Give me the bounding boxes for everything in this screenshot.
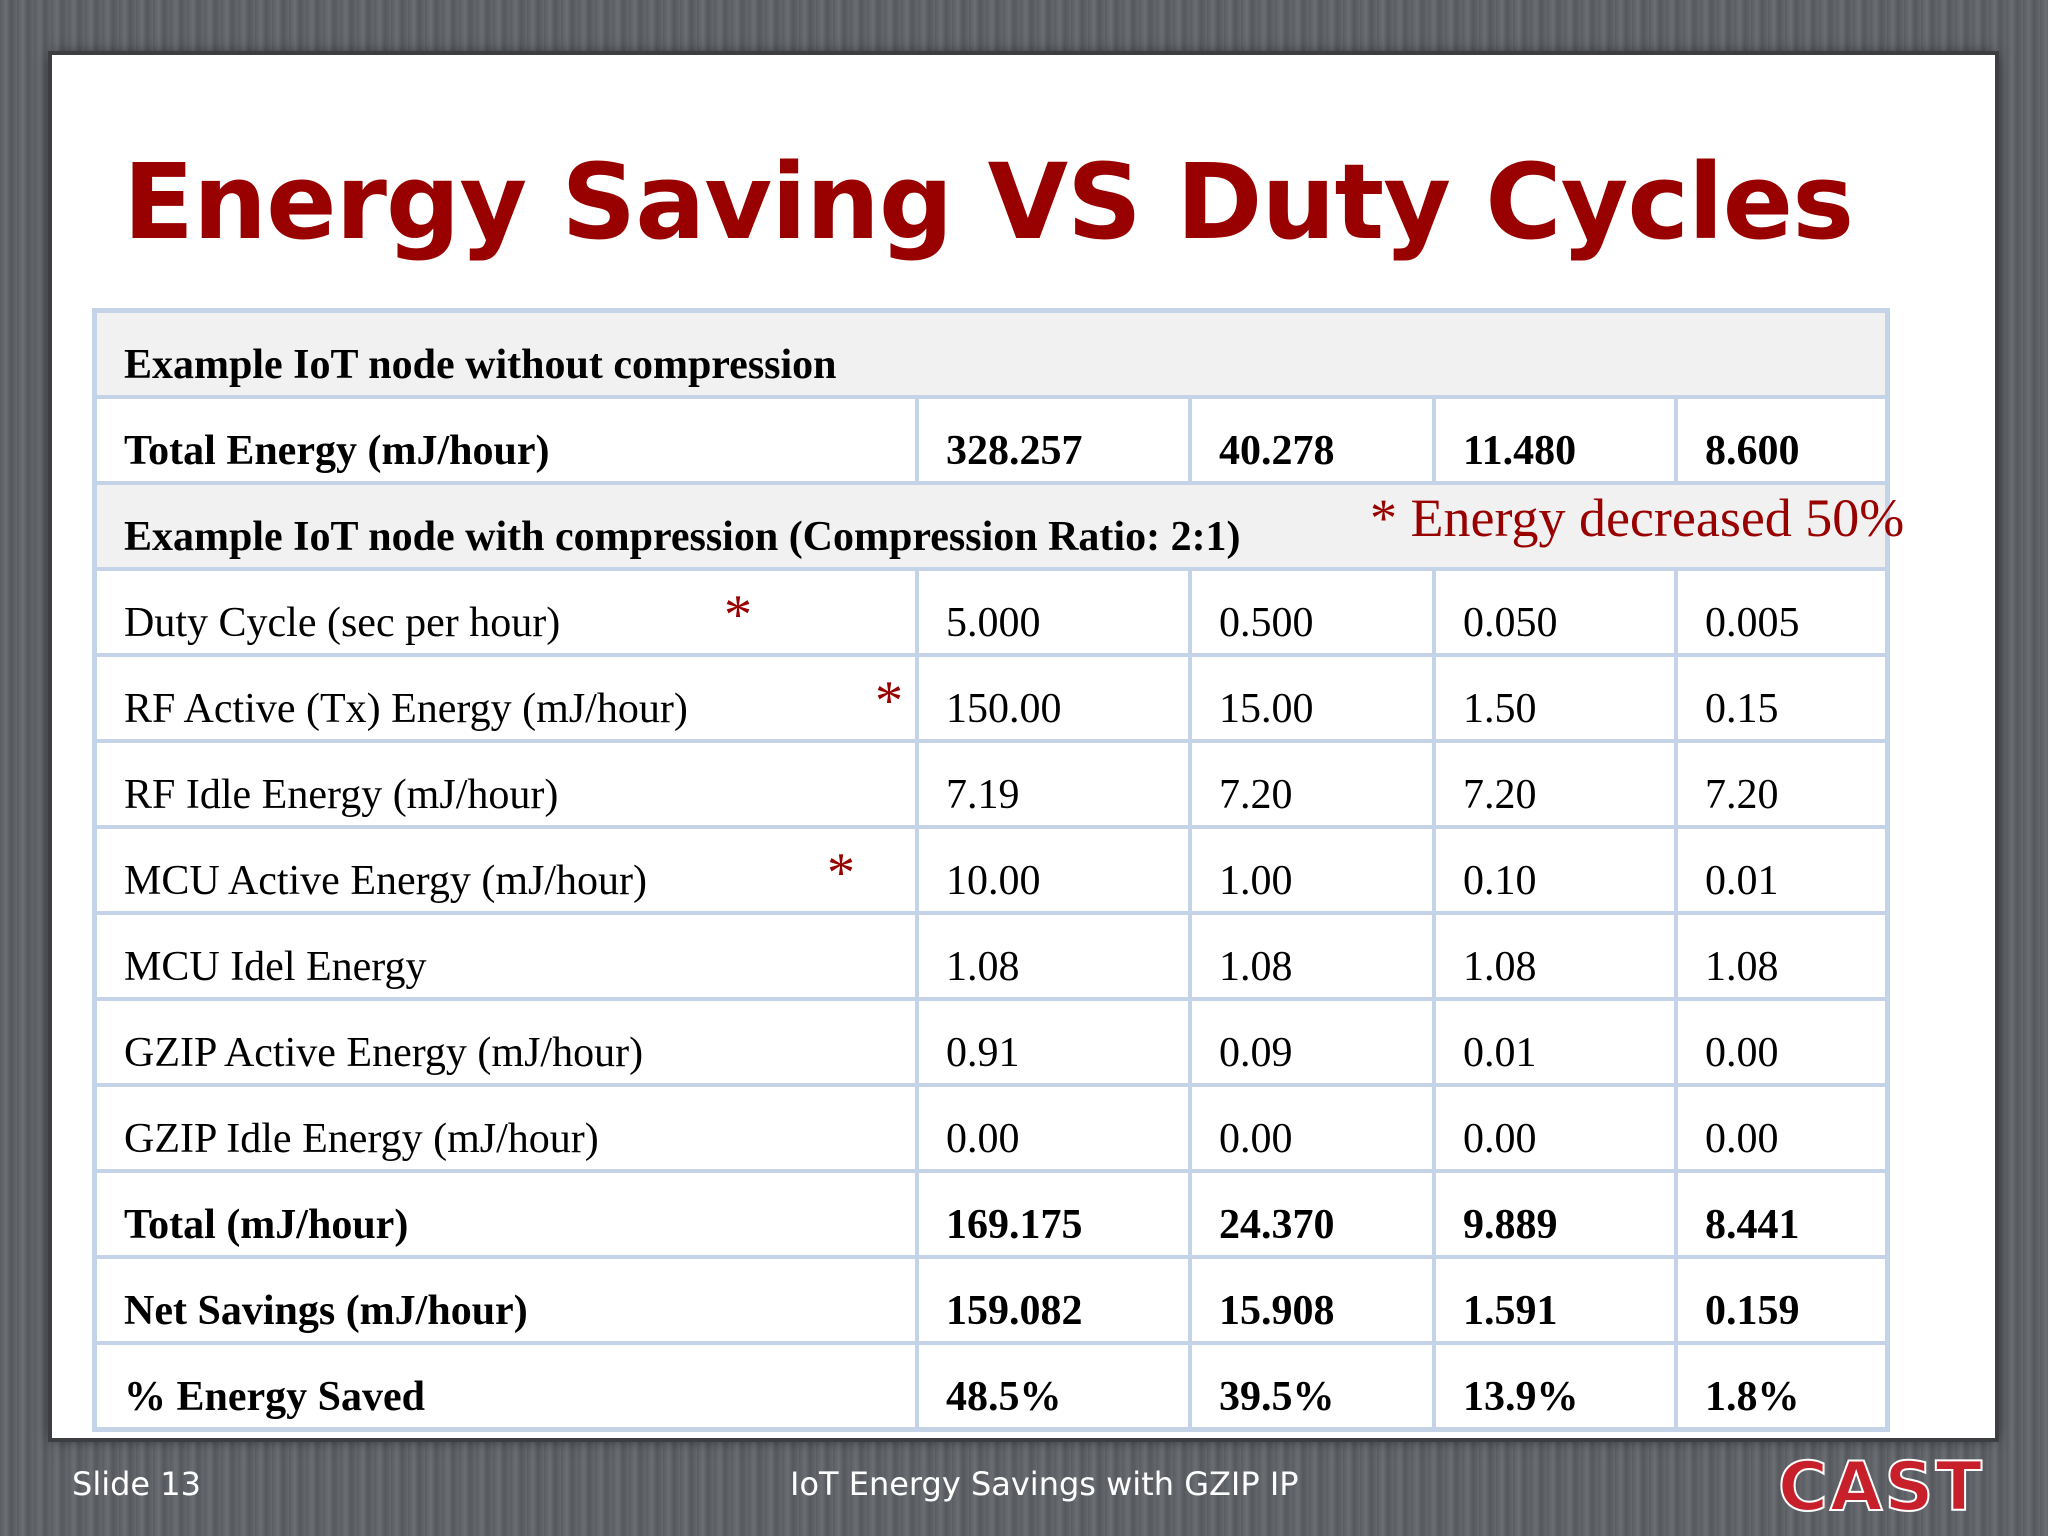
cell-value: 0.00 (1676, 999, 1887, 1085)
cell-value: 15.908 (1190, 1257, 1434, 1343)
cell-value: 0.00 (917, 1085, 1190, 1171)
cell-value: 39.5% (1190, 1343, 1434, 1429)
cell-value: 159.082 (917, 1257, 1190, 1343)
cell-value: 1.08 (1434, 913, 1676, 999)
cell-value: 0.005 (1676, 569, 1887, 655)
table-row: GZIP Idle Energy (mJ/hour) 0.00 0.00 0.0… (95, 1085, 1887, 1171)
table-row: MCU Idel Energy 1.08 1.08 1.08 1.08 (95, 913, 1887, 999)
row-label: Total (mJ/hour) (95, 1171, 917, 1257)
cell-value: 0.01 (1434, 999, 1676, 1085)
cell-value: 5.000 (917, 569, 1190, 655)
energy-table: Example IoT node without compression Tot… (92, 308, 1890, 1432)
cell-value: 169.175 (917, 1171, 1190, 1257)
table-section-header: Example IoT node with compression (Compr… (95, 483, 1887, 569)
cell-value: 0.15 (1676, 655, 1887, 741)
cell-value: 0.00 (1190, 1085, 1434, 1171)
star-marker: * (724, 584, 752, 646)
table-row: Total Energy (mJ/hour) 328.257 40.278 11… (95, 397, 1887, 483)
section-header-no-compression: Example IoT node without compression (95, 311, 1887, 397)
row-label: GZIP Idle Energy (mJ/hour) (95, 1085, 917, 1171)
cell-value: 7.20 (1190, 741, 1434, 827)
section-header-with-compression: Example IoT node with compression (Compr… (95, 483, 1887, 569)
table-row: RF Active (Tx) Energy (mJ/hour) * 150.00 … (95, 655, 1887, 741)
cell-value: 7.20 (1434, 741, 1676, 827)
cell-value: 0.91 (917, 999, 1190, 1085)
cell-value: 1.00 (1190, 827, 1434, 913)
row-label: % Energy Saved (95, 1343, 917, 1429)
cell-value: 9.889 (1434, 1171, 1676, 1257)
cell-value: 1.8% (1676, 1343, 1887, 1429)
row-label: Total Energy (mJ/hour) (95, 397, 917, 483)
table-row: Duty Cycle (sec per hour) * 5.000 0.500 0… (95, 569, 1887, 655)
cell-value: 0.00 (1434, 1085, 1676, 1171)
cell-value: 1.08 (917, 913, 1190, 999)
table-row: GZIP Active Energy (mJ/hour) 0.91 0.09 0… (95, 999, 1887, 1085)
cell-value: 0.01 (1676, 827, 1887, 913)
star-marker: * (875, 670, 903, 732)
energy-decreased-note: * Energy decreased 50% (1370, 488, 1905, 548)
cell-value: 40.278 (1190, 397, 1434, 483)
table-section-header: Example IoT node without compression (95, 311, 1887, 397)
cell-value: 328.257 (917, 397, 1190, 483)
cell-value: 11.480 (1434, 397, 1676, 483)
cell-value: 13.9% (1434, 1343, 1676, 1429)
slide-title: Energy Saving VS Duty Cycles (123, 141, 1854, 263)
cell-value: 1.08 (1676, 913, 1887, 999)
table-row: RF Idle Energy (mJ/hour) 7.19 7.20 7.20 … (95, 741, 1887, 827)
cast-logo: CAST (1777, 1447, 1984, 1528)
cell-value: 0.10 (1434, 827, 1676, 913)
row-label: MCU Active Energy (mJ/hour) * (95, 827, 917, 913)
cell-value: 150.00 (917, 655, 1190, 741)
table-row: MCU Active Energy (mJ/hour) * 10.00 1.00 … (95, 827, 1887, 913)
cell-value: 0.050 (1434, 569, 1676, 655)
row-label: RF Active (Tx) Energy (mJ/hour) * (95, 655, 917, 741)
cell-value: 8.600 (1676, 397, 1887, 483)
table-row: Net Savings (mJ/hour) 159.082 15.908 1.5… (95, 1257, 1887, 1343)
cell-value: 15.00 (1190, 655, 1434, 741)
row-label: Duty Cycle (sec per hour) * (95, 569, 917, 655)
row-label: MCU Idel Energy (95, 913, 917, 999)
cell-value: 1.591 (1434, 1257, 1676, 1343)
row-label: GZIP Active Energy (mJ/hour) (95, 999, 917, 1085)
footer-title: IoT Energy Savings with GZIP IP (790, 1465, 1299, 1503)
table-row: % Energy Saved 48.5% 39.5% 13.9% 1.8% (95, 1343, 1887, 1429)
cell-value: 0.09 (1190, 999, 1434, 1085)
cell-value: 0.500 (1190, 569, 1434, 655)
cell-value: 7.19 (917, 741, 1190, 827)
table-row: Total (mJ/hour) 169.175 24.370 9.889 8.4… (95, 1171, 1887, 1257)
cell-value: 24.370 (1190, 1171, 1434, 1257)
row-label: Net Savings (mJ/hour) (95, 1257, 917, 1343)
row-label: RF Idle Energy (mJ/hour) (95, 741, 917, 827)
cell-value: 1.08 (1190, 913, 1434, 999)
cell-value: 48.5% (917, 1343, 1190, 1429)
cell-value: 7.20 (1676, 741, 1887, 827)
cell-value: 1.50 (1434, 655, 1676, 741)
cell-value: 0.00 (1676, 1085, 1887, 1171)
slide-number: Slide 13 (72, 1465, 201, 1503)
cell-value: 10.00 (917, 827, 1190, 913)
star-marker: * (827, 842, 855, 904)
cell-value: 8.441 (1676, 1171, 1887, 1257)
cell-value: 0.159 (1676, 1257, 1887, 1343)
